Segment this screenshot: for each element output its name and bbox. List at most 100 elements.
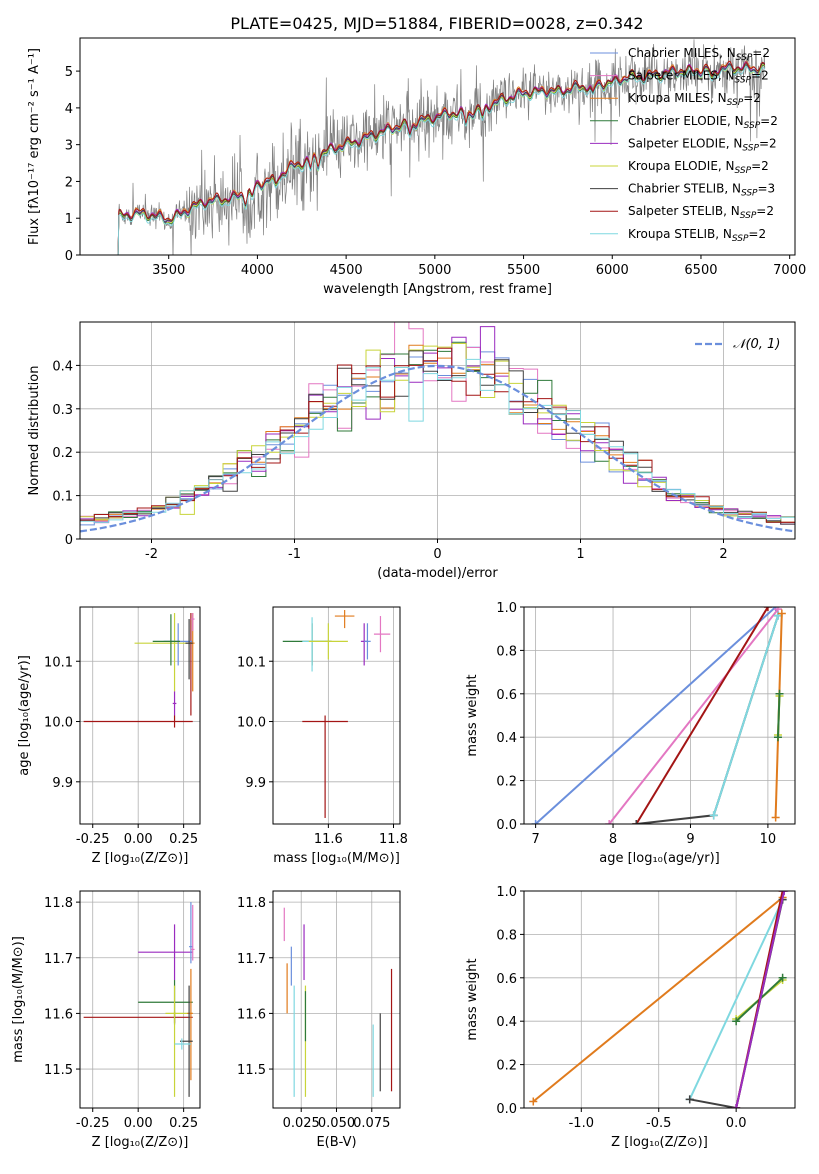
y-tick-label: 0.4 [496, 731, 517, 746]
plus-marker [529, 1097, 538, 1106]
y-tick-label: 0.8 [496, 644, 517, 659]
plus-marker [605, 820, 614, 824]
mass_weight_vs_age-frame [523, 606, 796, 825]
y-tick-label: 11.6 [44, 1007, 73, 1022]
plus-marker [778, 973, 787, 982]
x-tick-label: -0.25 [76, 832, 110, 847]
legend-text: Kroupa STELIB, N [628, 227, 732, 241]
spectrum-frame [79, 37, 796, 256]
mass_weight_vs_age-xlabel: age [log₁₀(age/yr)] [599, 851, 720, 866]
age_vs_mass-xlabel: mass [log₁₀(M/M⊙)] [273, 851, 400, 866]
legend-text: Chabrier MILES, N [628, 46, 736, 60]
plus-marker [732, 1104, 741, 1108]
mass_weight_vs_Z-frame [523, 890, 796, 1109]
y-tick-label: 11.7 [237, 952, 266, 967]
mass_vs_Z-axes: -0.25 0.00 0.25 11.5 11.6 11.7 11.8 [44, 891, 200, 1131]
mass_vs_Z-gridlines [80, 891, 200, 1108]
x-tick-label: -0.25 [76, 1116, 110, 1131]
y-tick-label: 3 [65, 139, 73, 154]
normal-curve [80, 364, 795, 533]
y-tick-label: 5 [65, 65, 73, 80]
y-tick-label: 0.6 [496, 972, 517, 987]
x-tick-label: 8 [609, 832, 617, 847]
plus-marker [775, 689, 784, 698]
legend-entry: Chabrier MILES, NSSP=2 [628, 46, 770, 63]
x-tick-label: 11.6 [314, 832, 343, 847]
mass_vs_Z-frame [79, 890, 201, 1109]
legend-sub: SSP [735, 166, 752, 176]
legend-text: Salpeter STELIB, N [628, 204, 740, 218]
y-tick-label: 9.9 [52, 776, 73, 791]
mass-weight-line [777, 693, 781, 738]
legend-entry: Salpeter ELODIE, NSSP=2 [628, 136, 777, 153]
x-tick-label: 2 [719, 547, 727, 562]
plus-marker [763, 607, 772, 611]
age_vs_Z-gridlines [80, 607, 200, 824]
y-tick-label: 0.4 [52, 359, 73, 374]
y-tick-label: 11.8 [237, 896, 266, 911]
y-tick-label: 2 [65, 175, 73, 190]
y-tick-label: 0.0 [496, 818, 517, 833]
y-tick-label: 0.4 [496, 1015, 517, 1030]
mass_vs_Z-xlabel: Z [log₁₀(Z/Z⊙)] [92, 1135, 189, 1150]
x-tick-label: 6500 [684, 263, 717, 278]
x-tick-label: 0.00 [124, 1116, 153, 1131]
legend-suffix: =2 [751, 159, 769, 173]
legend-entry: 𝒩(0, 1) [733, 337, 780, 352]
x-tick-label: 5000 [418, 263, 451, 278]
mass-weight-line [608, 608, 779, 824]
mass_weight_vs_age-ylabel: mass weight [465, 674, 480, 756]
legend-sub: SSP [736, 53, 753, 63]
legend-text: Chabrier STELIB, N [628, 182, 741, 196]
plus-marker [777, 609, 786, 618]
model-line [117, 65, 766, 255]
plus-marker [732, 1017, 741, 1026]
legend-entry: Kroupa STELIB, NSSP=2 [628, 227, 766, 244]
age_vs_mass-frame [272, 606, 401, 825]
mass_vs_ebv-frame [272, 890, 401, 1109]
plus-marker [709, 811, 718, 820]
legend-sub: SSP [727, 98, 744, 108]
residuals-frame [79, 321, 796, 540]
plus-marker [773, 733, 782, 742]
plus-marker [632, 820, 641, 824]
legend-entry: Chabrier ELODIE, NSSP=2 [628, 114, 778, 131]
plus-marker [780, 891, 789, 895]
y-tick-label: 11.7 [44, 952, 73, 967]
y-tick-label: 11.6 [237, 1007, 266, 1022]
model-line [117, 60, 766, 255]
age_vs_Z-xlabel: Z [log₁₀(Z/Z⊙)] [92, 851, 189, 866]
x-tick-label: 9 [686, 832, 694, 847]
age_vs_mass-axes: 11.6 11.8 9.9 10.0 10.1 [237, 607, 408, 847]
legend-entry: Salpeter STELIB, NSSP=2 [628, 204, 774, 221]
mass-weight-line [635, 607, 769, 824]
x-tick-label: 0.25 [169, 1116, 198, 1131]
y-tick-label: 0 [65, 533, 73, 548]
spectrum-xlabel: wavelength [Angstrom, rest frame] [323, 282, 552, 297]
mass_vs_ebv-gridlines [273, 891, 400, 1108]
y-tick-label: 4 [65, 102, 73, 117]
y-tick-label: 10.0 [44, 716, 73, 731]
legend-suffix: =3 [758, 182, 776, 196]
x-tick-label: -0.5 [646, 1116, 671, 1131]
x-tick-label: 4000 [241, 263, 274, 278]
mass-weight-line [636, 615, 779, 824]
x-tick-label: 6000 [596, 263, 629, 278]
age_vs_Z-ylabel: age [log₁₀(age/yr)] [17, 655, 32, 776]
mass-weight-line [532, 896, 784, 1103]
legend-sub: SSP [740, 211, 757, 221]
y-tick-label: 10.1 [44, 655, 73, 670]
legend-text: Kroupa ELODIE, N [628, 159, 735, 173]
x-tick-label: 7000 [773, 263, 806, 278]
x-tick-label: 0.025 [283, 1116, 320, 1131]
residuals-ylabel: Normed distribution [27, 366, 42, 496]
y-tick-label: 11.5 [44, 1063, 73, 1078]
x-tick-label: 4500 [330, 263, 363, 278]
age_vs_mass-gridlines [273, 607, 400, 824]
residual-histogram [80, 358, 795, 523]
y-tick-label: 1 [65, 212, 73, 227]
y-tick-label: 10.1 [237, 655, 266, 670]
x-tick-label: 11.8 [379, 832, 408, 847]
x-tick-label: 3500 [152, 263, 185, 278]
